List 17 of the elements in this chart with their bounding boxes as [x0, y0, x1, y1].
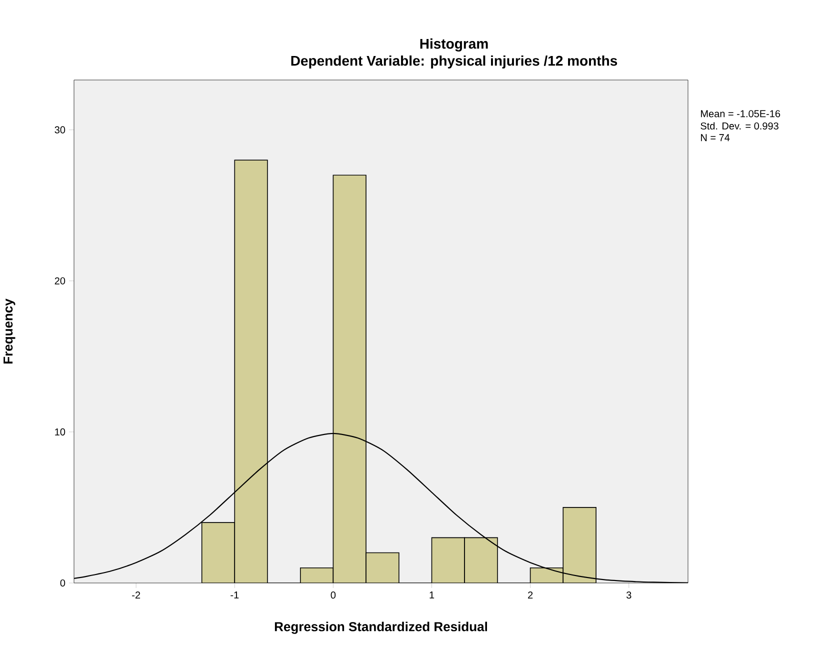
- x-tick-label: 0: [330, 592, 336, 599]
- x-tick-label: -1: [230, 592, 239, 598]
- text: Std. Dev. = 0.993: [700, 122, 778, 130]
- chart-title: Histogram: [420, 38, 488, 52]
- x-tick-label: 2: [528, 592, 533, 599]
- x-axis-title: Regression Standardized Residual: [274, 622, 487, 634]
- chart-subtitle: Dependent Variable: physical injuries /12 months: [291, 55, 618, 69]
- x-tick-label: -2: [132, 592, 140, 599]
- y-tick-label: 20: [54, 277, 66, 284]
- y-tick-label: 10: [55, 428, 66, 436]
- x-tick-label: 1: [430, 592, 434, 598]
- x-tick-label: 3: [626, 592, 632, 599]
- y-tick-label: 0: [60, 579, 66, 587]
- y-axis-title: Frequency: [4, 298, 16, 364]
- text: Mean = -1.05E-16: [701, 110, 780, 118]
- y-tick-label: 30: [54, 126, 66, 134]
- text: N = 74: [701, 134, 730, 142]
